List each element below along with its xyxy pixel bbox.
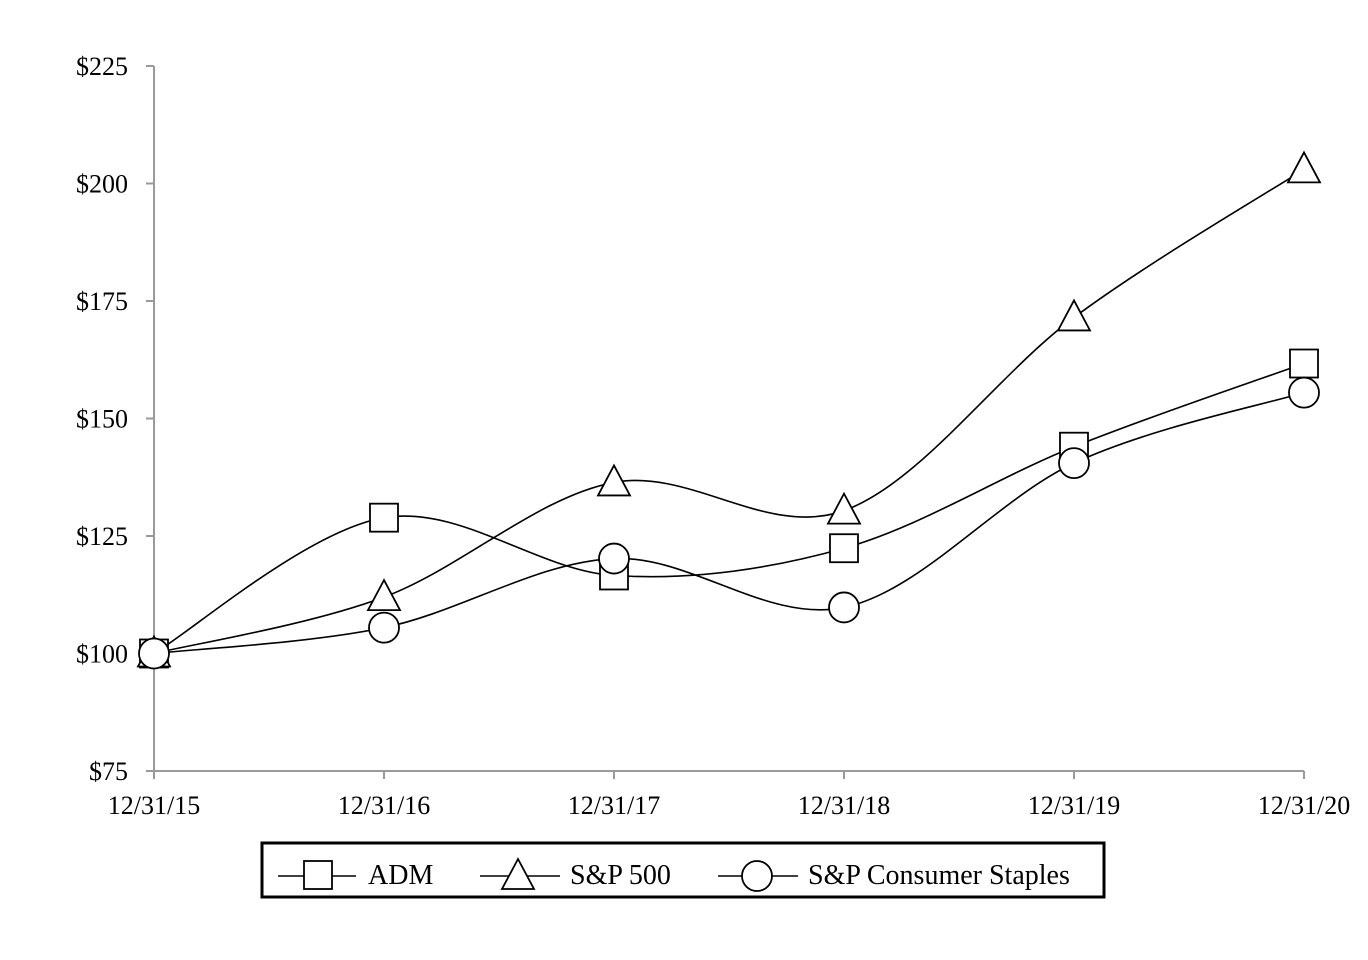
legend-label-consumer-staples: S&P Consumer Staples <box>808 860 1070 891</box>
legend-label-adm: ADM <box>368 860 433 891</box>
data-point-sp500 <box>596 463 632 497</box>
legend-marker-sp500 <box>500 857 536 890</box>
legend-item-sp500: S&P 500 <box>480 857 671 891</box>
data-point-consumer-staples <box>368 611 400 644</box>
x-tick-label: 12/31/19 <box>1028 791 1120 820</box>
data-point-adm <box>829 533 859 564</box>
y-tick-label: $75 <box>89 757 128 786</box>
data-point-adm <box>1289 348 1319 379</box>
x-tick-label: 12/31/16 <box>338 791 430 820</box>
data-point-consumer-staples <box>138 637 170 670</box>
y-tick-label: $150 <box>76 405 128 434</box>
legend-marker-adm <box>303 860 333 890</box>
y-axis: $75 $100 $125 $150 $175 $200 $225 <box>76 52 155 786</box>
y-tick-label: $200 <box>76 170 128 199</box>
data-point-consumer-staples <box>598 542 630 575</box>
data-point-sp500 <box>366 578 402 611</box>
y-tick-label: $225 <box>76 52 128 81</box>
data-point-sp500 <box>1056 298 1092 332</box>
series-line-adm <box>153 362 1305 655</box>
x-tick-label: 12/31/18 <box>798 791 890 820</box>
x-tick-label: 12/31/20 <box>1258 791 1350 820</box>
legend-box <box>260 841 1106 899</box>
data-point-consumer-staples <box>828 591 860 624</box>
legend-marker-consumer-staples <box>741 860 773 892</box>
series-layer <box>136 150 1322 670</box>
y-tick-label: $125 <box>76 522 128 551</box>
legend-item-adm: ADM <box>278 860 433 891</box>
y-tick-label: $100 <box>76 640 128 669</box>
series-line-consumer-staples <box>153 391 1305 655</box>
x-axis: 12/31/15 12/31/16 12/31/17 12/31/18 12/31/19… <box>108 770 1350 820</box>
series-line-sp500 <box>153 168 1305 655</box>
data-point-consumer-staples <box>1288 376 1320 409</box>
x-tick-label: 12/31/15 <box>108 791 200 820</box>
data-point-adm <box>369 502 399 533</box>
x-tick-label: 12/31/17 <box>568 791 660 820</box>
legend-label-sp500: S&P 500 <box>570 860 671 891</box>
legend-item-consumer-staples: S&P Consumer Staples <box>718 860 1070 892</box>
data-point-sp500 <box>826 491 862 525</box>
data-point-consumer-staples <box>1058 447 1090 480</box>
legend: ADM S&P 500 S&P Consumer Staples <box>260 841 1106 899</box>
data-point-sp500 <box>1286 150 1322 184</box>
y-tick-label: $175 <box>76 287 128 316</box>
